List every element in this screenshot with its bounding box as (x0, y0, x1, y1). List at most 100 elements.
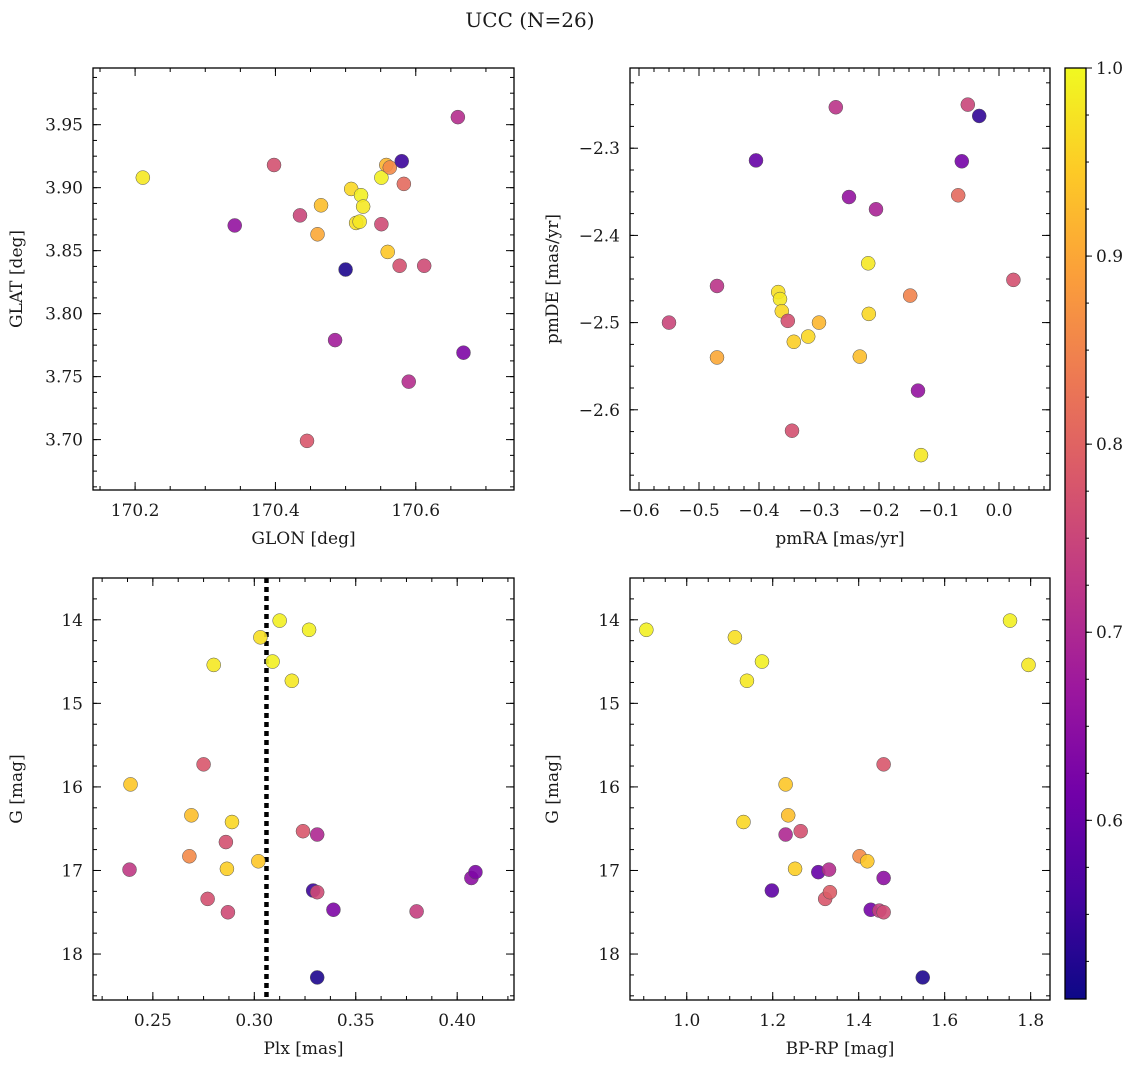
data-point (224, 814, 240, 830)
data-point (301, 622, 317, 638)
y-tick-label: 14 (61, 611, 83, 631)
x-tick-label: 0.40 (438, 1011, 476, 1031)
x-tick-label: 0.30 (235, 1011, 273, 1031)
data-point (639, 622, 654, 638)
data-point (450, 109, 466, 125)
data-point (135, 170, 151, 185)
x-tick-label: 170.4 (251, 501, 300, 521)
x-tick-label: 170.6 (391, 501, 440, 521)
data-point (196, 757, 211, 772)
x-tick-label: 0.0 (985, 501, 1012, 521)
data-point (416, 258, 432, 274)
y-axis-label: G [mag] (7, 754, 27, 823)
data-point (123, 777, 138, 792)
data-point (396, 176, 412, 192)
y-tick-label: −2.6 (579, 401, 620, 421)
data-point (861, 306, 877, 322)
x-axis-label: pmRA [mas/yr] (775, 529, 904, 549)
data-point (910, 383, 926, 398)
data-point (266, 157, 282, 173)
data-point (382, 160, 398, 175)
y-tick-label: 3.75 (45, 368, 83, 388)
y-tick-label: 15 (598, 694, 620, 714)
data-point (764, 883, 780, 898)
x-tick-label: −0.4 (738, 501, 779, 521)
panel-glon-glat: 170.2 170.4 170.6 3.70 3.75 3.80 3.85 3.90 3.95 G… (7, 67, 515, 549)
data-point (310, 227, 325, 242)
x-tick-label: 1.8 (1017, 1011, 1044, 1031)
panel-bprp-g: 1.0 1.2 1.4 1.6 1.8 14 15 16 17 18 BP-RP [mag] G [m… (543, 577, 1051, 1059)
data-point (971, 108, 987, 124)
y-tick-label: 3.90 (45, 179, 83, 199)
data-point (868, 202, 884, 217)
data-point (309, 970, 325, 985)
data-point (220, 905, 236, 920)
y-tick-label: 18 (598, 945, 620, 965)
data-point (800, 329, 816, 344)
ticks-glon-glat: 170.2 170.4 170.6 3.70 3.75 3.80 3.85 3.90 3.95 (45, 68, 514, 521)
ticks-plx-g: 0.25 0.30 0.35 0.40 14 15 16 17 18 (61, 577, 514, 1031)
data-point (876, 905, 891, 920)
axes-frame (629, 67, 1051, 491)
x-axis-label: BP-RP [mag] (786, 1039, 895, 1059)
data-point (876, 870, 891, 886)
data-point (200, 891, 215, 907)
data-point (122, 862, 137, 877)
x-tick-label: −0.6 (618, 501, 659, 521)
data-point (841, 189, 857, 205)
y-axis-label: GLAT [deg] (7, 230, 27, 328)
data-point (392, 258, 407, 274)
data-point (219, 861, 235, 877)
data-point (1021, 657, 1036, 673)
data-point (206, 657, 221, 673)
data-point (915, 970, 930, 985)
axes-frame (629, 577, 1051, 1001)
data-point (784, 423, 800, 438)
data-point (821, 862, 837, 877)
y-tick-label: 15 (61, 694, 83, 714)
panel-plx-g: 0.25 0.30 0.35 0.40 14 15 16 17 18 Plx [mas] G [ma… (7, 577, 515, 1059)
colorbar-tick-label: 0.8 (1096, 435, 1123, 455)
data-point (409, 904, 424, 919)
data-point (309, 884, 325, 900)
ticks-pmra-pmde: −0.6 −0.5 −0.4 −0.3 −0.2 −0.1 0.0 −2.6 −2.5 −2.4 −… (579, 68, 1050, 521)
y-tick-label: 14 (598, 611, 620, 631)
data-point (793, 823, 808, 839)
data-point (218, 834, 234, 850)
x-tick-label: 1.0 (673, 1011, 700, 1031)
data-point (780, 808, 796, 823)
y-tick-label: 17 (61, 861, 83, 881)
x-axis-label: GLON [deg] (251, 529, 355, 549)
x-axis-label: Plx [mas] (263, 1039, 343, 1059)
data-point (352, 214, 367, 229)
data-point (860, 256, 876, 271)
data-point (913, 447, 929, 463)
y-tick-label: −2.3 (579, 139, 620, 159)
data-point (468, 864, 483, 880)
colorbar-tick-label: 0.6 (1096, 811, 1123, 831)
data-point (182, 849, 197, 864)
panels: 170.2 170.4 170.6 3.70 3.75 3.80 3.85 3.90 3.95 G… (7, 67, 1051, 1059)
data-point (772, 291, 788, 307)
data-point (778, 777, 793, 792)
y-tick-label: 3.70 (45, 431, 83, 451)
data-point (739, 673, 755, 689)
data-point (736, 814, 751, 830)
y-tick-label: −2.5 (579, 314, 620, 334)
data-point (327, 332, 343, 348)
colorbar-frame (1064, 67, 1087, 1000)
data-point (272, 613, 287, 628)
x-tick-label: 0.25 (134, 1011, 172, 1031)
data-point (960, 97, 976, 112)
data-point (828, 99, 844, 115)
data-point (1002, 613, 1018, 628)
data-point (822, 884, 838, 900)
plot-area-plx-g (122, 578, 483, 1000)
data-point (954, 154, 970, 169)
data-point (661, 315, 677, 330)
data-point (902, 288, 918, 303)
data-point (950, 188, 966, 203)
data-point (313, 198, 329, 213)
data-point (748, 153, 764, 168)
data-point (184, 808, 199, 823)
